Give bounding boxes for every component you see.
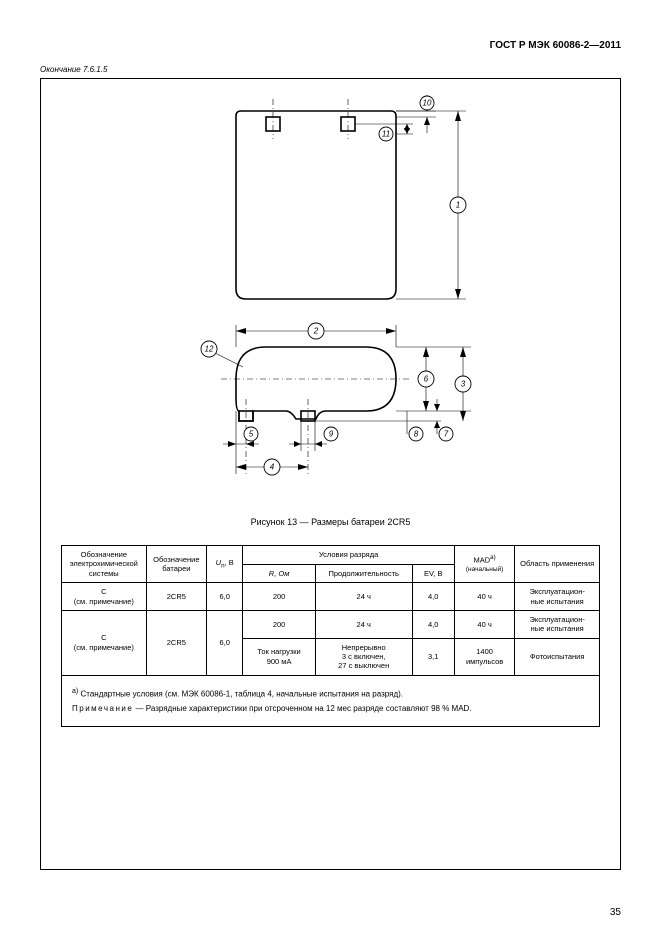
th-r: R, Ом xyxy=(243,564,316,583)
callout-5: 5 xyxy=(248,430,253,439)
cell-ev: 4,0 xyxy=(412,583,454,611)
cell-duration: 24 ч xyxy=(315,610,412,638)
cell-mad: 40 ч xyxy=(454,610,514,638)
th-battery: Обозначение батареи xyxy=(146,546,206,583)
callout-8: 8 xyxy=(413,430,418,439)
th-area: Область применения xyxy=(515,546,600,583)
cell-battery: 2CR5 xyxy=(146,583,206,611)
cell-area: Эксплуатацион-ные испытания xyxy=(515,610,600,638)
data-table: Обозначение электрохимической системы Об… xyxy=(61,545,600,676)
cell-battery: 2CR5 xyxy=(146,610,206,675)
th-mad: MADa) (начальный) xyxy=(454,546,514,583)
cell-area: Фотоиспытания xyxy=(515,638,600,675)
cell-voltage: 6,0 xyxy=(207,610,243,675)
cell-area: Эксплуатацион-ные испытания xyxy=(515,583,600,611)
battery-diagram: 10 11 1 xyxy=(151,89,511,509)
callout-3: 3 xyxy=(460,380,465,389)
cell-duration: Непрерывно3 с включен,27 с выключен xyxy=(315,638,412,675)
th-ev: EV, В xyxy=(412,564,454,583)
th-system: Обозначение электрохимической системы xyxy=(62,546,147,583)
callout-7: 7 xyxy=(443,430,448,439)
table-row: C(см. примечание) 2CR5 6,0 200 24 ч 4,0 … xyxy=(62,610,600,638)
cell-r: Ток нагрузки900 мА xyxy=(243,638,316,675)
th-voltage: Un, В xyxy=(207,546,243,583)
callout-1: 1 xyxy=(455,201,459,210)
cell-mad: 1400импульсов xyxy=(454,638,514,675)
callout-9: 9 xyxy=(328,430,333,439)
callout-11: 11 xyxy=(381,130,389,139)
figure-area: 10 11 1 xyxy=(61,89,600,509)
figure-caption: Рисунок 13 — Размеры батареи 2CR5 xyxy=(61,517,600,527)
note: Примечание — Разрядные характеристики пр… xyxy=(72,703,589,715)
callout-4: 4 xyxy=(269,463,274,472)
cell-ev: 4,0 xyxy=(412,610,454,638)
notes-box: a) Стандартные условия (см. МЭК 60086-1,… xyxy=(61,676,600,728)
th-discharge: Условия разряда xyxy=(243,546,455,565)
standard-code: ГОСТ Р МЭК 60086-2—2011 xyxy=(40,40,621,51)
continuation-label: Окончание 7.6.1.5 xyxy=(40,65,621,74)
cell-voltage: 6,0 xyxy=(207,583,243,611)
cell-r: 200 xyxy=(243,583,316,611)
cell-system: C(см. примечание) xyxy=(62,583,147,611)
callout-6: 6 xyxy=(423,375,428,384)
cell-r: 200 xyxy=(243,610,316,638)
content-frame: 10 11 1 xyxy=(40,78,621,870)
footnote-a: a) Стандартные условия (см. МЭК 60086-1,… xyxy=(72,687,589,701)
cell-system: C(см. примечание) xyxy=(62,610,147,675)
cell-mad: 40 ч xyxy=(454,583,514,611)
document-page: ГОСТ Р МЭК 60086-2—2011 Окончание 7.6.1.… xyxy=(0,0,661,936)
callout-10: 10 xyxy=(422,99,431,108)
callout-12: 12 xyxy=(204,345,213,354)
cell-ev: 3,1 xyxy=(412,638,454,675)
callout-2: 2 xyxy=(312,327,318,336)
th-duration: Продолжительность xyxy=(315,564,412,583)
page-number: 35 xyxy=(610,907,621,918)
table-row: C(см. примечание) 2CR5 6,0 200 24 ч 4,0 … xyxy=(62,583,600,611)
cell-duration: 24 ч xyxy=(315,583,412,611)
